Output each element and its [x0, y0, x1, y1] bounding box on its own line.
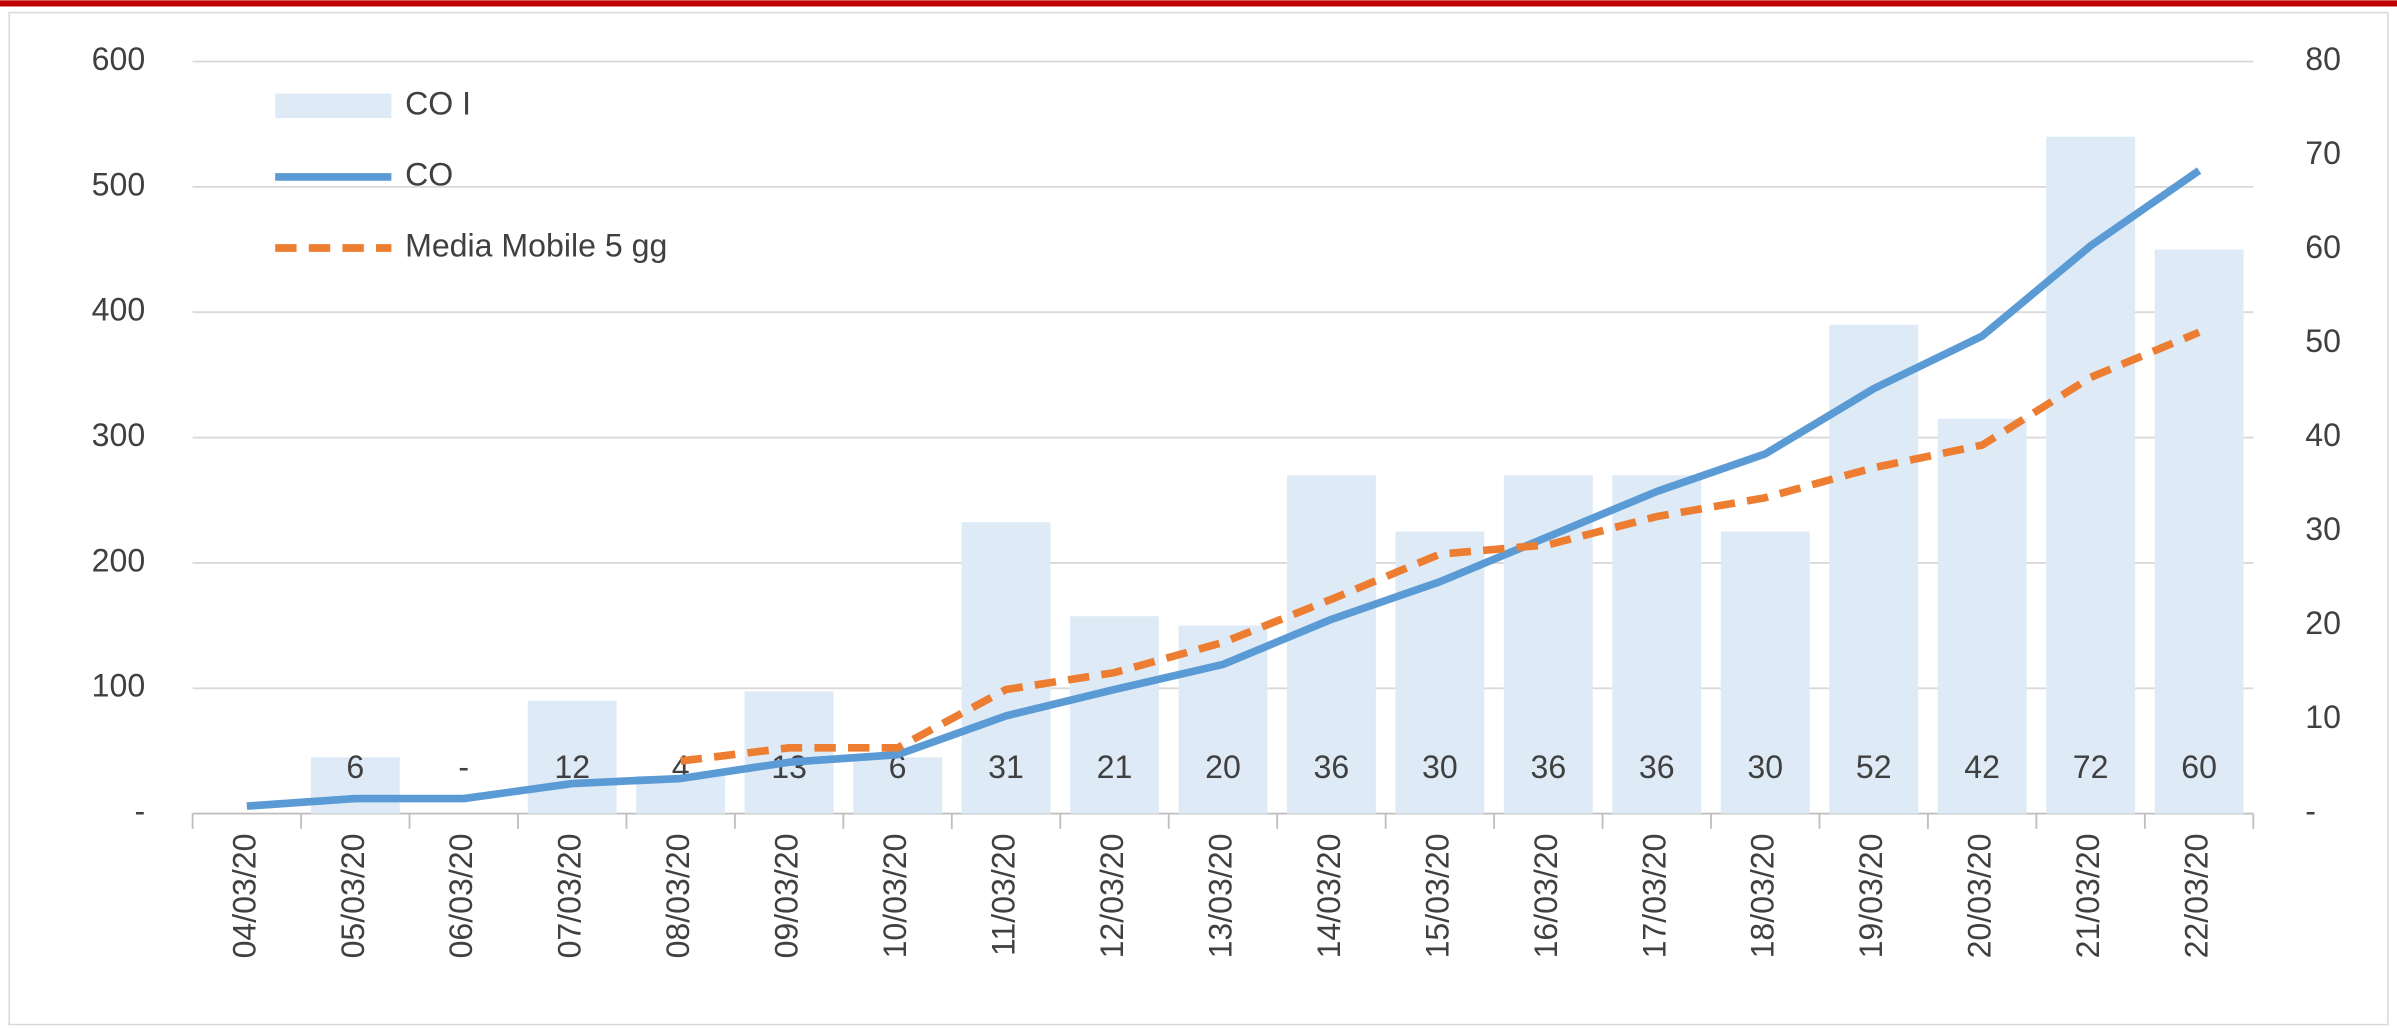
bar [1937, 418, 2027, 814]
line [680, 328, 2201, 765]
y2-tick-label: 60 [2305, 229, 2341, 265]
x-tick-label: 18/03/20 [1745, 833, 1781, 958]
bar [1720, 531, 1810, 814]
x-tick-label: 04/03/20 [226, 833, 262, 958]
line [246, 167, 2202, 810]
data-label: 30 [1747, 749, 1783, 785]
x-tick-label: 16/03/20 [1528, 833, 1564, 958]
x-tick-label: 20/03/20 [1962, 833, 1998, 958]
bar [853, 757, 943, 814]
data-label: 36 [1530, 749, 1566, 785]
data-label: 42 [1964, 749, 2000, 785]
y2-tick-label: 40 [2305, 417, 2341, 453]
data-label: 72 [2073, 749, 2109, 785]
x-tick-label: 12/03/20 [1094, 833, 1130, 958]
bar [961, 522, 1051, 814]
data-label: 60 [2181, 749, 2217, 785]
y-tick-label: - [135, 793, 146, 829]
bar [1829, 324, 1919, 814]
legend-label: CO [405, 156, 453, 192]
y-tick-label: 200 [92, 542, 146, 578]
bar [1503, 475, 1593, 814]
x-tick-label: 15/03/20 [1419, 833, 1455, 958]
bar [527, 700, 617, 814]
data-label: 12 [554, 749, 590, 785]
x-tick-label: 19/03/20 [1853, 833, 1889, 958]
data-label: 6 [346, 749, 364, 785]
y2-tick-label: - [2305, 793, 2316, 829]
legend-label: CO I [405, 85, 471, 121]
y-tick-label: 600 [92, 41, 146, 77]
x-tick-label: 21/03/20 [2070, 833, 2106, 958]
bar [1178, 625, 1268, 814]
top-border [0, 0, 2397, 7]
bar [1612, 475, 1702, 814]
x-tick-label: 22/03/20 [2179, 833, 2215, 958]
x-tick-label: 08/03/20 [660, 833, 696, 958]
data-label: 20 [1205, 749, 1241, 785]
chart-frame [8, 11, 2389, 1026]
y2-tick-label: 50 [2305, 323, 2341, 359]
data-label: - [458, 749, 469, 785]
x-tick-label: 17/03/20 [1636, 833, 1672, 958]
y2-tick-label: 30 [2305, 511, 2341, 547]
data-label: 21 [1097, 749, 1133, 785]
y-tick-label: 500 [92, 166, 146, 202]
y2-tick-label: 10 [2305, 699, 2341, 735]
x-tick-label: 13/03/20 [1202, 833, 1238, 958]
y2-tick-label: 80 [2305, 41, 2341, 77]
bar [1286, 475, 1376, 814]
legend-label: Media Mobile 5 gg [405, 227, 667, 263]
bar [2046, 136, 2136, 814]
legend-swatch [275, 93, 392, 119]
x-tick-label: 06/03/20 [443, 833, 479, 958]
y-tick-label: 300 [92, 417, 146, 453]
bar [1070, 616, 1159, 814]
x-tick-label: 09/03/20 [769, 833, 805, 958]
y2-tick-label: 20 [2305, 605, 2341, 641]
x-tick-label: 14/03/20 [1311, 833, 1347, 958]
y-tick-label: 400 [92, 292, 146, 328]
data-label: 36 [1314, 749, 1350, 785]
y2-tick-label: 70 [2305, 135, 2341, 171]
x-tick-label: 11/03/20 [986, 833, 1022, 956]
y-tick-label: 100 [92, 668, 146, 704]
data-label: 52 [1856, 749, 1892, 785]
x-tick-label: 10/03/20 [877, 833, 913, 958]
x-tick-label: 05/03/20 [335, 833, 371, 958]
data-label: 31 [988, 749, 1024, 785]
x-tick-label: 07/03/20 [552, 833, 588, 958]
data-label: 30 [1422, 749, 1458, 785]
data-label: 36 [1639, 749, 1675, 785]
